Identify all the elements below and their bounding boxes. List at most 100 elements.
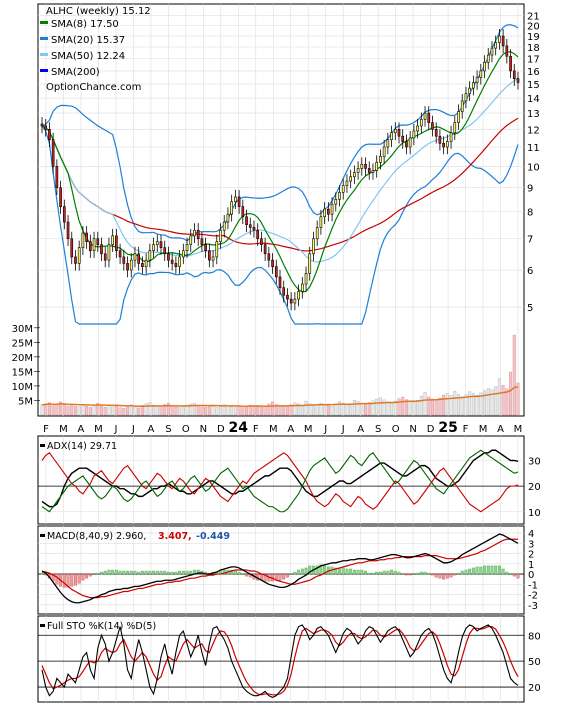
price-tick-label: 6 xyxy=(527,266,533,277)
volume-bar xyxy=(218,406,223,416)
macd-histogram-bar xyxy=(464,569,468,575)
volume-bar xyxy=(163,404,167,416)
candle-body xyxy=(327,208,330,215)
price-tick-label: 15 xyxy=(527,80,540,91)
macd-histogram-bar xyxy=(393,570,397,575)
indicator-tick-label: 50 xyxy=(528,657,541,668)
macd-histogram-bar xyxy=(486,565,490,575)
macd-histogram-bar xyxy=(483,565,486,575)
macd-histogram-bar xyxy=(114,569,118,575)
candle-body xyxy=(319,216,323,228)
macd-histogram-bar xyxy=(62,573,66,588)
candle-body xyxy=(453,122,457,134)
candle-body xyxy=(353,172,356,178)
macd-line xyxy=(41,533,519,604)
x-tick-label: M xyxy=(94,424,103,435)
candle-body xyxy=(505,45,509,57)
macd-hist-value: -0.449 xyxy=(196,531,230,542)
price-tick-label: 11 xyxy=(527,143,540,154)
x-tick-label: A xyxy=(357,424,364,435)
volume-bar xyxy=(200,406,204,416)
volume-bar xyxy=(509,371,513,416)
sma8-line xyxy=(41,51,519,293)
volume-bar xyxy=(326,405,330,416)
candle-body xyxy=(174,263,178,267)
macd-histogram-bar xyxy=(40,572,44,575)
candle-body xyxy=(468,87,471,95)
x-tick-label: M xyxy=(304,424,313,435)
volume-tick-label: 30M xyxy=(12,324,33,335)
macd-histogram-bar xyxy=(170,571,174,575)
macd-histogram-bar xyxy=(408,573,412,576)
candle-body xyxy=(479,70,483,78)
indicator-tick-label: 10 xyxy=(528,508,541,519)
candle-body xyxy=(315,227,319,240)
candle-body xyxy=(77,247,81,264)
indicator-tick-label: 0 xyxy=(528,570,534,581)
macd-histogram-bar xyxy=(434,573,438,578)
x-tick-label: S xyxy=(375,424,381,435)
volume-bar xyxy=(401,396,405,416)
volume-bar xyxy=(471,393,475,416)
volume-bar xyxy=(460,396,464,416)
candle-body xyxy=(271,259,274,267)
candle-body xyxy=(152,244,155,251)
volume-bar xyxy=(159,405,163,416)
sto-k-line xyxy=(41,624,519,699)
macd-histogram-bar xyxy=(404,573,408,576)
candle-body xyxy=(115,235,118,251)
macd-label: MACD(8,40,9) 2.960, xyxy=(47,531,146,542)
candle-body xyxy=(297,291,300,300)
candle-body xyxy=(62,206,66,223)
macd-histogram-bar xyxy=(148,570,152,575)
volume-bar xyxy=(371,400,375,416)
volume-bar xyxy=(81,404,85,416)
volume-bar xyxy=(170,406,174,416)
volume-bar xyxy=(62,404,66,416)
volume-bar xyxy=(185,404,189,416)
macd-histogram-bar xyxy=(345,568,349,575)
volume-bar xyxy=(449,395,453,416)
volume-bar xyxy=(133,406,137,416)
macd-histogram-bar xyxy=(468,568,472,575)
macd-histogram-bar xyxy=(222,569,226,575)
candle-body xyxy=(308,253,312,274)
volume-bar xyxy=(237,406,241,416)
macd-histogram-bar xyxy=(85,573,89,579)
volume-tick-label: 25M xyxy=(12,338,33,349)
volume-tick-label: 15M xyxy=(12,367,33,378)
candle-body xyxy=(267,253,271,261)
volume-bar xyxy=(271,401,275,416)
candle-body xyxy=(74,256,77,264)
macd-histogram-bar xyxy=(497,565,501,575)
legend-swatch-sma8 xyxy=(40,21,48,24)
volume-bar xyxy=(319,402,323,416)
volume-bar xyxy=(416,399,420,416)
volume-bar xyxy=(155,406,159,416)
candle-body xyxy=(405,141,408,148)
price-tick-label: 20 xyxy=(527,22,540,33)
candle-body xyxy=(434,129,438,137)
macd-histogram-bar xyxy=(490,565,494,575)
candle-body xyxy=(483,61,486,72)
macd-histogram-bar xyxy=(457,572,460,575)
x-tick-label: O xyxy=(182,424,190,435)
macd-histogram-bar xyxy=(378,571,382,575)
x-tick-label: M xyxy=(514,424,523,435)
indicator-tick-label: 30 xyxy=(528,457,541,468)
volume-bar xyxy=(189,403,193,416)
macd-histogram-bar xyxy=(55,573,59,585)
website-label: OptionChance.com xyxy=(46,82,141,93)
candle-body xyxy=(516,78,520,83)
candle-body xyxy=(92,238,96,251)
volume-bar xyxy=(382,399,386,416)
macd-histogram-bar xyxy=(96,572,100,575)
candle-body xyxy=(55,166,59,189)
candle-body xyxy=(364,164,367,169)
price-tick-label: 18 xyxy=(527,43,540,54)
volume-bar xyxy=(181,406,185,416)
macd-histogram-bar xyxy=(341,567,345,575)
x-tick-label: M xyxy=(479,424,488,435)
volume-bar xyxy=(430,398,434,416)
candle-body xyxy=(85,232,88,242)
